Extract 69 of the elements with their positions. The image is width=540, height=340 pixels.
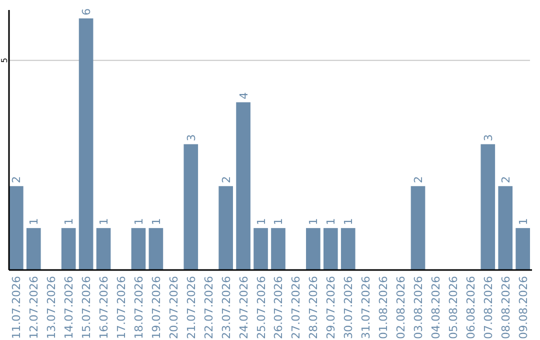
bar: [323, 228, 338, 270]
data-label: 1: [132, 218, 146, 226]
data-label: 1: [516, 218, 530, 226]
data-label: 2: [499, 176, 512, 184]
bar: [516, 228, 530, 270]
bar: [131, 228, 146, 270]
y-tick-label: 5: [0, 58, 9, 63]
data-label: 1: [98, 218, 111, 226]
x-tick-label: 19.07.2026: [150, 276, 163, 339]
bar: [61, 228, 76, 270]
bar: [78, 18, 94, 270]
x-tick-label: 23.07.2026: [220, 276, 233, 339]
bar: [148, 228, 164, 270]
data-label: 1: [342, 218, 356, 226]
bar: [236, 102, 250, 270]
bar: [254, 228, 268, 270]
x-tick-label: 24.07.2026: [237, 276, 250, 339]
data-label: 1: [324, 218, 338, 226]
bar: [96, 228, 111, 270]
data-label: 1: [28, 218, 41, 226]
x-tick-label: 28.07.2026: [307, 276, 320, 339]
data-label: 3: [184, 134, 198, 142]
x-tick-label: 21.07.2026: [184, 276, 198, 339]
x-tick-label: 02.08.2026: [394, 276, 408, 339]
x-tick-label: 22.07.2026: [202, 276, 216, 339]
x-tick-label: 08.08.2026: [499, 276, 512, 339]
x-tick-label: 01.08.2026: [377, 276, 390, 339]
bar: [184, 144, 198, 270]
data-label: 2: [10, 176, 24, 184]
bar: [218, 186, 233, 270]
bar: [26, 228, 41, 270]
bar: [480, 144, 496, 270]
bar: [9, 186, 24, 270]
x-tick-label: 14.07.2026: [62, 276, 76, 339]
x-tick-label: 17.07.2026: [114, 276, 128, 339]
bar: [306, 228, 320, 270]
x-tick-label: 31.07.2026: [360, 276, 373, 339]
data-label: 2: [220, 176, 233, 184]
data-label: 1: [307, 218, 320, 226]
bar: [498, 186, 513, 270]
x-tick-label: 06.08.2026: [464, 276, 478, 339]
x-tick-label: 07.08.2026: [482, 276, 495, 339]
x-tick-label: 15.07.2026: [80, 276, 94, 339]
x-tick-label: 16.07.2026: [98, 276, 111, 339]
x-tick-label: 20.07.2026: [167, 276, 180, 339]
x-tick-label: 18.07.2026: [132, 276, 146, 339]
x-tick-label: 03.08.2026: [412, 276, 426, 339]
bar: [340, 228, 356, 270]
x-tick-label: 29.07.2026: [324, 276, 338, 339]
x-tick-label: 09.08.2026: [516, 276, 530, 339]
x-tick-label: 11.07.2026: [10, 276, 24, 339]
data-label: 1: [254, 218, 268, 226]
data-label: 1: [272, 218, 286, 226]
x-tick-label: 26.07.2026: [272, 276, 286, 339]
x-tick-label: 25.07.2026: [254, 276, 268, 339]
x-tick-label: 30.07.2026: [342, 276, 356, 339]
data-label: 1: [62, 218, 76, 226]
data-label: 1: [150, 218, 163, 226]
data-label: 3: [482, 134, 495, 142]
x-tick-label: 27.07.2026: [290, 276, 303, 339]
x-tick-label: 04.08.2026: [429, 276, 442, 339]
bar: [271, 228, 286, 270]
data-label: 2: [412, 176, 426, 184]
bar: [410, 186, 426, 270]
x-tick-label: 13.07.2026: [45, 276, 58, 339]
x-tick-label: 12.07.2026: [28, 276, 41, 339]
data-label: 4: [237, 92, 250, 100]
x-tick-label: 05.08.2026: [446, 276, 460, 339]
data-label: 6: [80, 8, 94, 16]
